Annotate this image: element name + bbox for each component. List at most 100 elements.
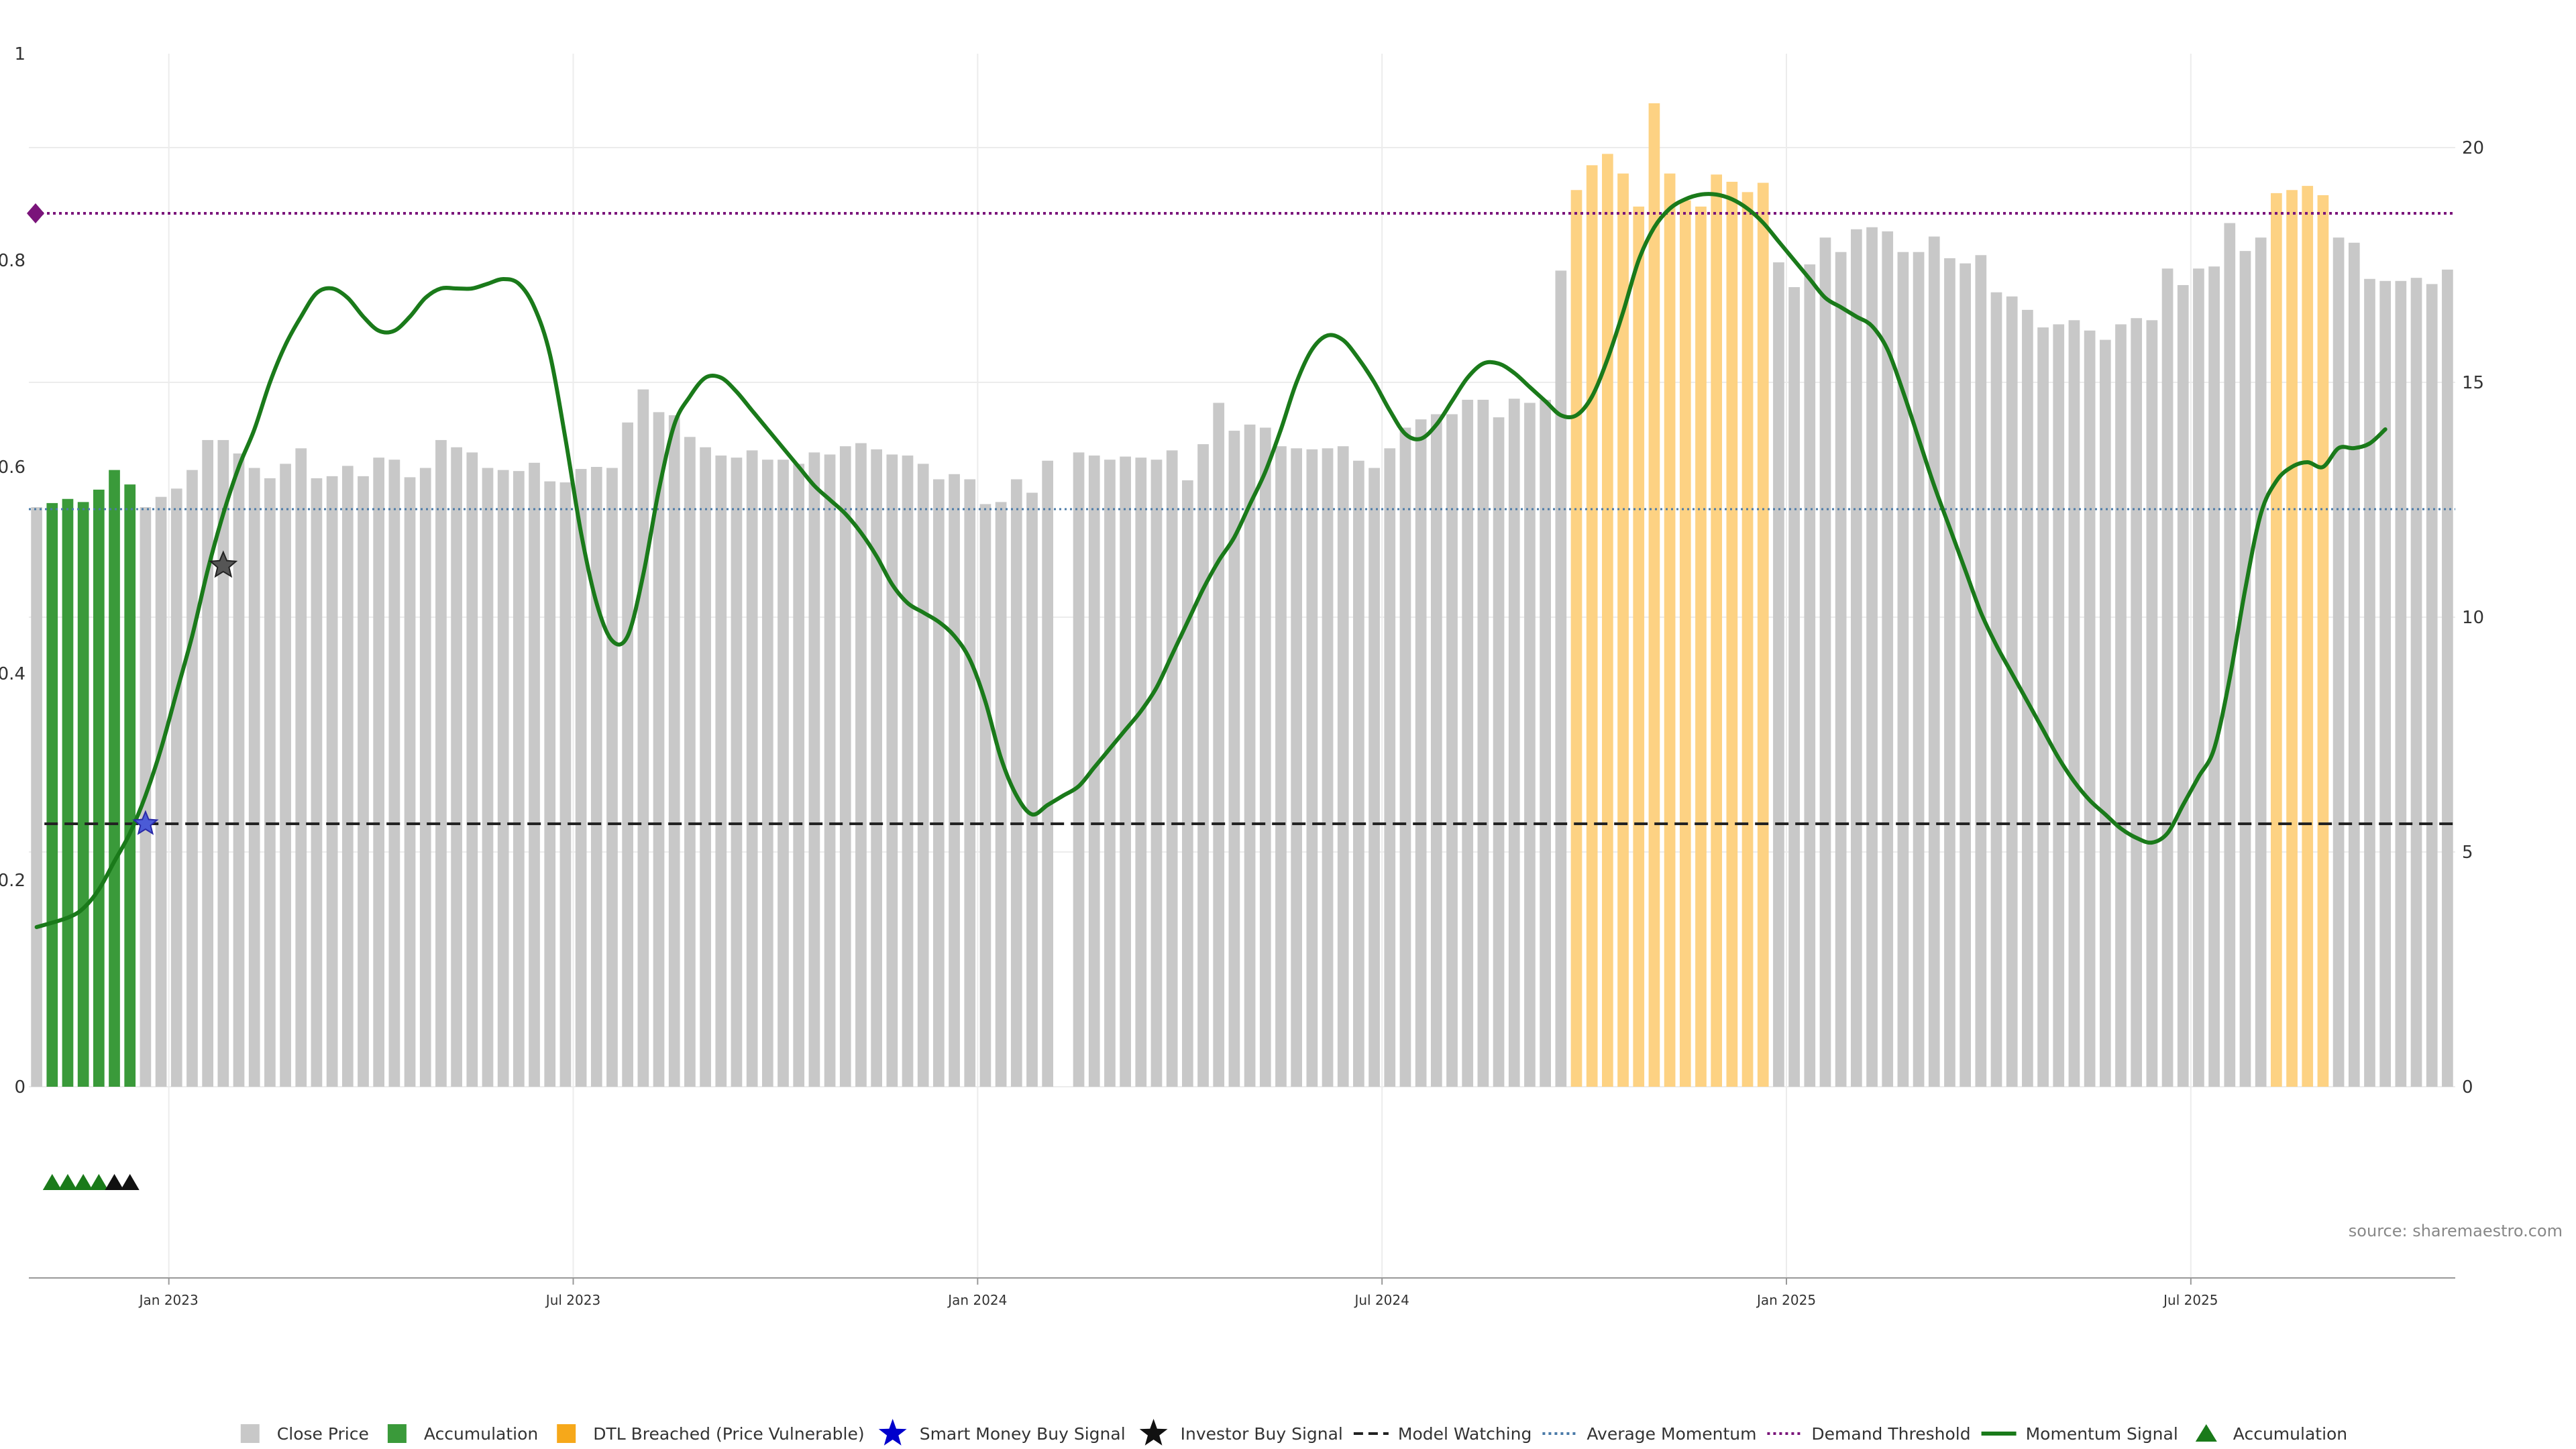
- price-bar: [1291, 448, 1302, 1087]
- price-bar: [1135, 458, 1147, 1087]
- accumulation-triangle-icon: [120, 1174, 140, 1190]
- price-bar: [233, 453, 245, 1087]
- right-axis-tick-label: 5: [2462, 843, 2473, 863]
- legend-item: Smart Money Buy Signal: [878, 1419, 1126, 1446]
- price-bar: [311, 478, 323, 1087]
- demand-threshold-marker: [27, 203, 44, 223]
- price-bar: [933, 479, 945, 1087]
- price-bar: [2193, 268, 2204, 1087]
- price-bar: [1819, 237, 1831, 1087]
- price-bar: [2271, 193, 2282, 1087]
- price-bar: [1337, 446, 1349, 1087]
- price-bar: [1866, 227, 1878, 1087]
- price-bar: [1944, 258, 1955, 1087]
- grid-lines: [29, 54, 2455, 1278]
- price-bar: [497, 470, 509, 1087]
- legend-star-icon: [1139, 1419, 1168, 1446]
- x-axis-tick-label: Jan 2024: [947, 1292, 1007, 1308]
- price-bar: [1960, 263, 1971, 1087]
- price-bar: [684, 437, 696, 1087]
- price-bar: [1804, 264, 1816, 1087]
- price-bar: [1741, 192, 1754, 1087]
- price-bar: [280, 464, 291, 1087]
- price-bar: [170, 488, 182, 1087]
- price-bar: [1322, 448, 1334, 1087]
- price-bar: [529, 462, 540, 1087]
- price-bar: [1975, 255, 1987, 1087]
- price-bar: [1726, 181, 1738, 1087]
- price-bar: [1010, 479, 1022, 1087]
- price-bar: [902, 455, 914, 1087]
- legend-label: Average Momentum: [1587, 1424, 1756, 1444]
- price-bar: [373, 458, 385, 1087]
- price-bar: [1259, 427, 1271, 1087]
- signal-markers: [42, 550, 238, 1190]
- price-bar: [1368, 468, 1380, 1087]
- accumulation-triangle-icon: [105, 1174, 124, 1190]
- price-bar: [264, 478, 276, 1087]
- price-bar: [793, 464, 805, 1087]
- price-bar: [1555, 270, 1567, 1087]
- price-bar: [1990, 292, 2002, 1087]
- price-bar: [1850, 229, 1862, 1087]
- price-bar: [217, 439, 229, 1087]
- price-bar: [1446, 414, 1458, 1087]
- price-bar: [1524, 402, 1536, 1087]
- price-bar: [2379, 280, 2392, 1087]
- price-bar: [2161, 268, 2174, 1087]
- price-bar: [451, 447, 462, 1087]
- accumulation-triangle-icon: [58, 1174, 77, 1190]
- momentum-signal-line: [34, 192, 2387, 929]
- price-bar: [824, 454, 836, 1087]
- legend-label: Accumulation: [2233, 1424, 2347, 1444]
- price-bar: [2037, 327, 2049, 1087]
- price-bar: [668, 415, 680, 1087]
- price-bar: [2224, 223, 2236, 1087]
- price-bar: [715, 455, 727, 1087]
- price-bar: [777, 460, 789, 1087]
- price-bar: [1633, 206, 1645, 1087]
- right-axis-tick-label: 20: [2462, 138, 2484, 158]
- price-bar: [1679, 200, 1691, 1087]
- price-bar: [1570, 190, 1582, 1087]
- price-bar: [1788, 287, 1800, 1087]
- price-bar: [1695, 206, 1707, 1087]
- price-bar: [979, 504, 991, 1087]
- price-bar: [1384, 448, 1396, 1087]
- price-bar: [2239, 251, 2251, 1087]
- source-label: source: sharemaestro.com: [2349, 1222, 2563, 1240]
- price-bar: [2410, 278, 2422, 1087]
- legend-swatch-icon: [557, 1424, 576, 1443]
- accumulation-triangle-icon: [42, 1174, 62, 1190]
- price-bar: [2084, 330, 2096, 1087]
- price-bar: [1493, 417, 1505, 1087]
- left-axis-tick-label: 0.8: [0, 251, 25, 271]
- price-bar: [1430, 414, 1442, 1087]
- price-bar: [1104, 460, 1116, 1087]
- price-bar: [995, 502, 1007, 1087]
- price-bar: [109, 470, 120, 1087]
- price-bar: [839, 446, 851, 1087]
- price-bar: [1477, 399, 1489, 1087]
- price-bar: [62, 498, 74, 1087]
- price-bar: [1617, 173, 1629, 1087]
- price-bar: [77, 502, 89, 1087]
- price-bar: [2317, 195, 2329, 1087]
- price-bar: [2442, 269, 2453, 1087]
- price-bar: [575, 469, 587, 1087]
- price-bar: [637, 389, 649, 1087]
- price-bar: [1026, 492, 1038, 1087]
- price-bar: [341, 466, 354, 1087]
- price-bar: [871, 449, 882, 1087]
- price-bar: [46, 502, 58, 1087]
- momentum-line-layer: [34, 192, 2387, 929]
- price-bar: [606, 468, 618, 1087]
- legend-item: Model Watching: [1353, 1424, 1532, 1444]
- price-bar: [2332, 237, 2345, 1087]
- price-bar: [358, 476, 369, 1087]
- price-bar: [1228, 431, 1240, 1087]
- price-bar: [917, 464, 929, 1087]
- legend-label: DTL Breached (Price Vulnerable): [593, 1424, 864, 1444]
- price-bar: [1120, 456, 1131, 1087]
